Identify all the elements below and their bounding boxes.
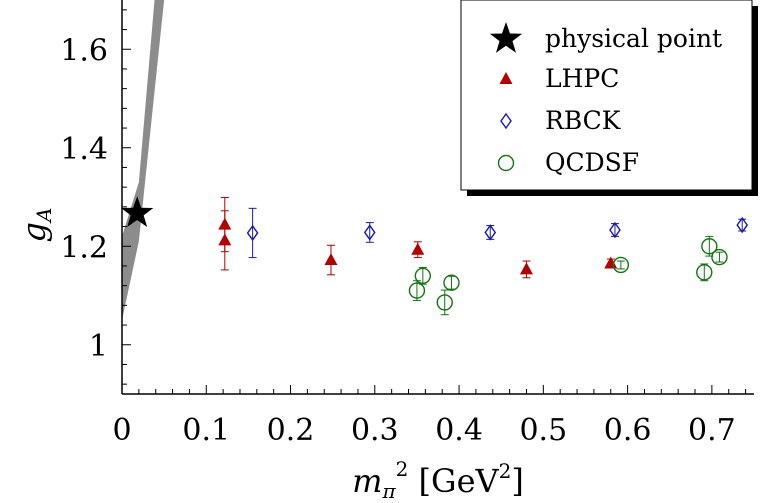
y-tick-label: 1.4	[60, 132, 108, 167]
x-axis-title-sub: π	[381, 479, 396, 503]
legend-label-lhpc: LHPC	[545, 64, 619, 93]
x-axis-title-sup: 2	[396, 457, 409, 481]
x-axis-title-unit-close: ]	[511, 462, 523, 500]
x-tick-label: 0.7	[688, 413, 736, 448]
data-point-rbck	[736, 216, 749, 234]
data-point-rbck	[246, 224, 259, 242]
data-point-rbck	[363, 224, 376, 241]
data-point-lhpc	[324, 253, 338, 266]
y-tick-label: 1.6	[60, 33, 108, 68]
data-point-lhpc	[218, 233, 232, 246]
data-point-lhpc	[411, 242, 425, 255]
y-tick-label: 1	[89, 329, 108, 364]
y-tick-labels: 1 1.2 1.4 1.6	[60, 33, 108, 364]
theory-band	[122, 0, 165, 321]
data-point-lhpc	[519, 262, 533, 275]
data-point-rbck	[609, 221, 621, 239]
data-points	[121, 196, 749, 316]
series-qcdsf	[408, 235, 728, 316]
data-point-qcdsf	[414, 267, 432, 284]
legend: physical point LHPC RBCK QCDSF	[460, 0, 758, 196]
y-tick-label: 1.2	[60, 230, 108, 265]
x-axis-title-unit: [GeV	[408, 462, 499, 500]
y-axis-title-main: g	[15, 222, 53, 242]
x-tick-label: 0.5	[519, 413, 567, 448]
tick-marks	[121, 9, 747, 394]
x-axis-title: mπ2 [GeV2]	[352, 457, 524, 503]
x-tick-label: 0.6	[604, 413, 652, 448]
data-point-physical-point	[121, 196, 154, 228]
series-rbck	[246, 207, 749, 259]
data-point-rbck	[484, 224, 497, 241]
legend-label-rbck: RBCK	[545, 106, 622, 135]
legend-marker-lhpc	[499, 72, 513, 84]
data-point-qcdsf	[696, 264, 713, 281]
data-point-lhpc	[604, 256, 618, 269]
data-point-qcdsf	[701, 238, 718, 255]
x-tick-label: 0.1	[182, 413, 230, 448]
data-point-qcdsf	[436, 294, 453, 311]
axes	[121, 0, 754, 395]
legend-symbol-rbck	[500, 112, 512, 130]
data-point-qcdsf	[443, 274, 460, 291]
x-axis-title-unit-sup: 2	[499, 459, 512, 483]
data-point-qcdsf	[711, 248, 728, 266]
legend-symbol-physical-point	[489, 22, 523, 53]
series-physical-point	[121, 196, 154, 228]
legend-marker-physical-point	[489, 22, 523, 53]
x-tick-label: 0.4	[435, 413, 483, 448]
legend-marker-qcdsf	[497, 154, 515, 172]
data-point-qcdsf	[408, 282, 426, 299]
legend-symbol-lhpc	[499, 72, 513, 84]
y-axis-title-sub: A	[32, 208, 56, 224]
legend-symbol-qcdsf	[497, 154, 515, 172]
x-tick-label: 0.2	[267, 413, 315, 448]
x-tick-label: 0	[112, 413, 131, 448]
legend-label-physical-point: physical point	[545, 24, 722, 53]
legend-marker-rbck	[500, 112, 512, 130]
y-axis-title: gA	[15, 208, 56, 243]
x-tick-label: 0.3	[351, 413, 399, 448]
legend-box	[460, 0, 753, 191]
data-point-qcdsf	[612, 256, 630, 274]
x-tick-labels: 0 0.1 0.2 0.3 0.4 0.5 0.6 0.7	[112, 413, 735, 448]
x-axis-title-main: m	[352, 462, 382, 500]
series-lhpc	[218, 196, 618, 279]
legend-label-qcdsf: QCDSF	[545, 148, 639, 177]
